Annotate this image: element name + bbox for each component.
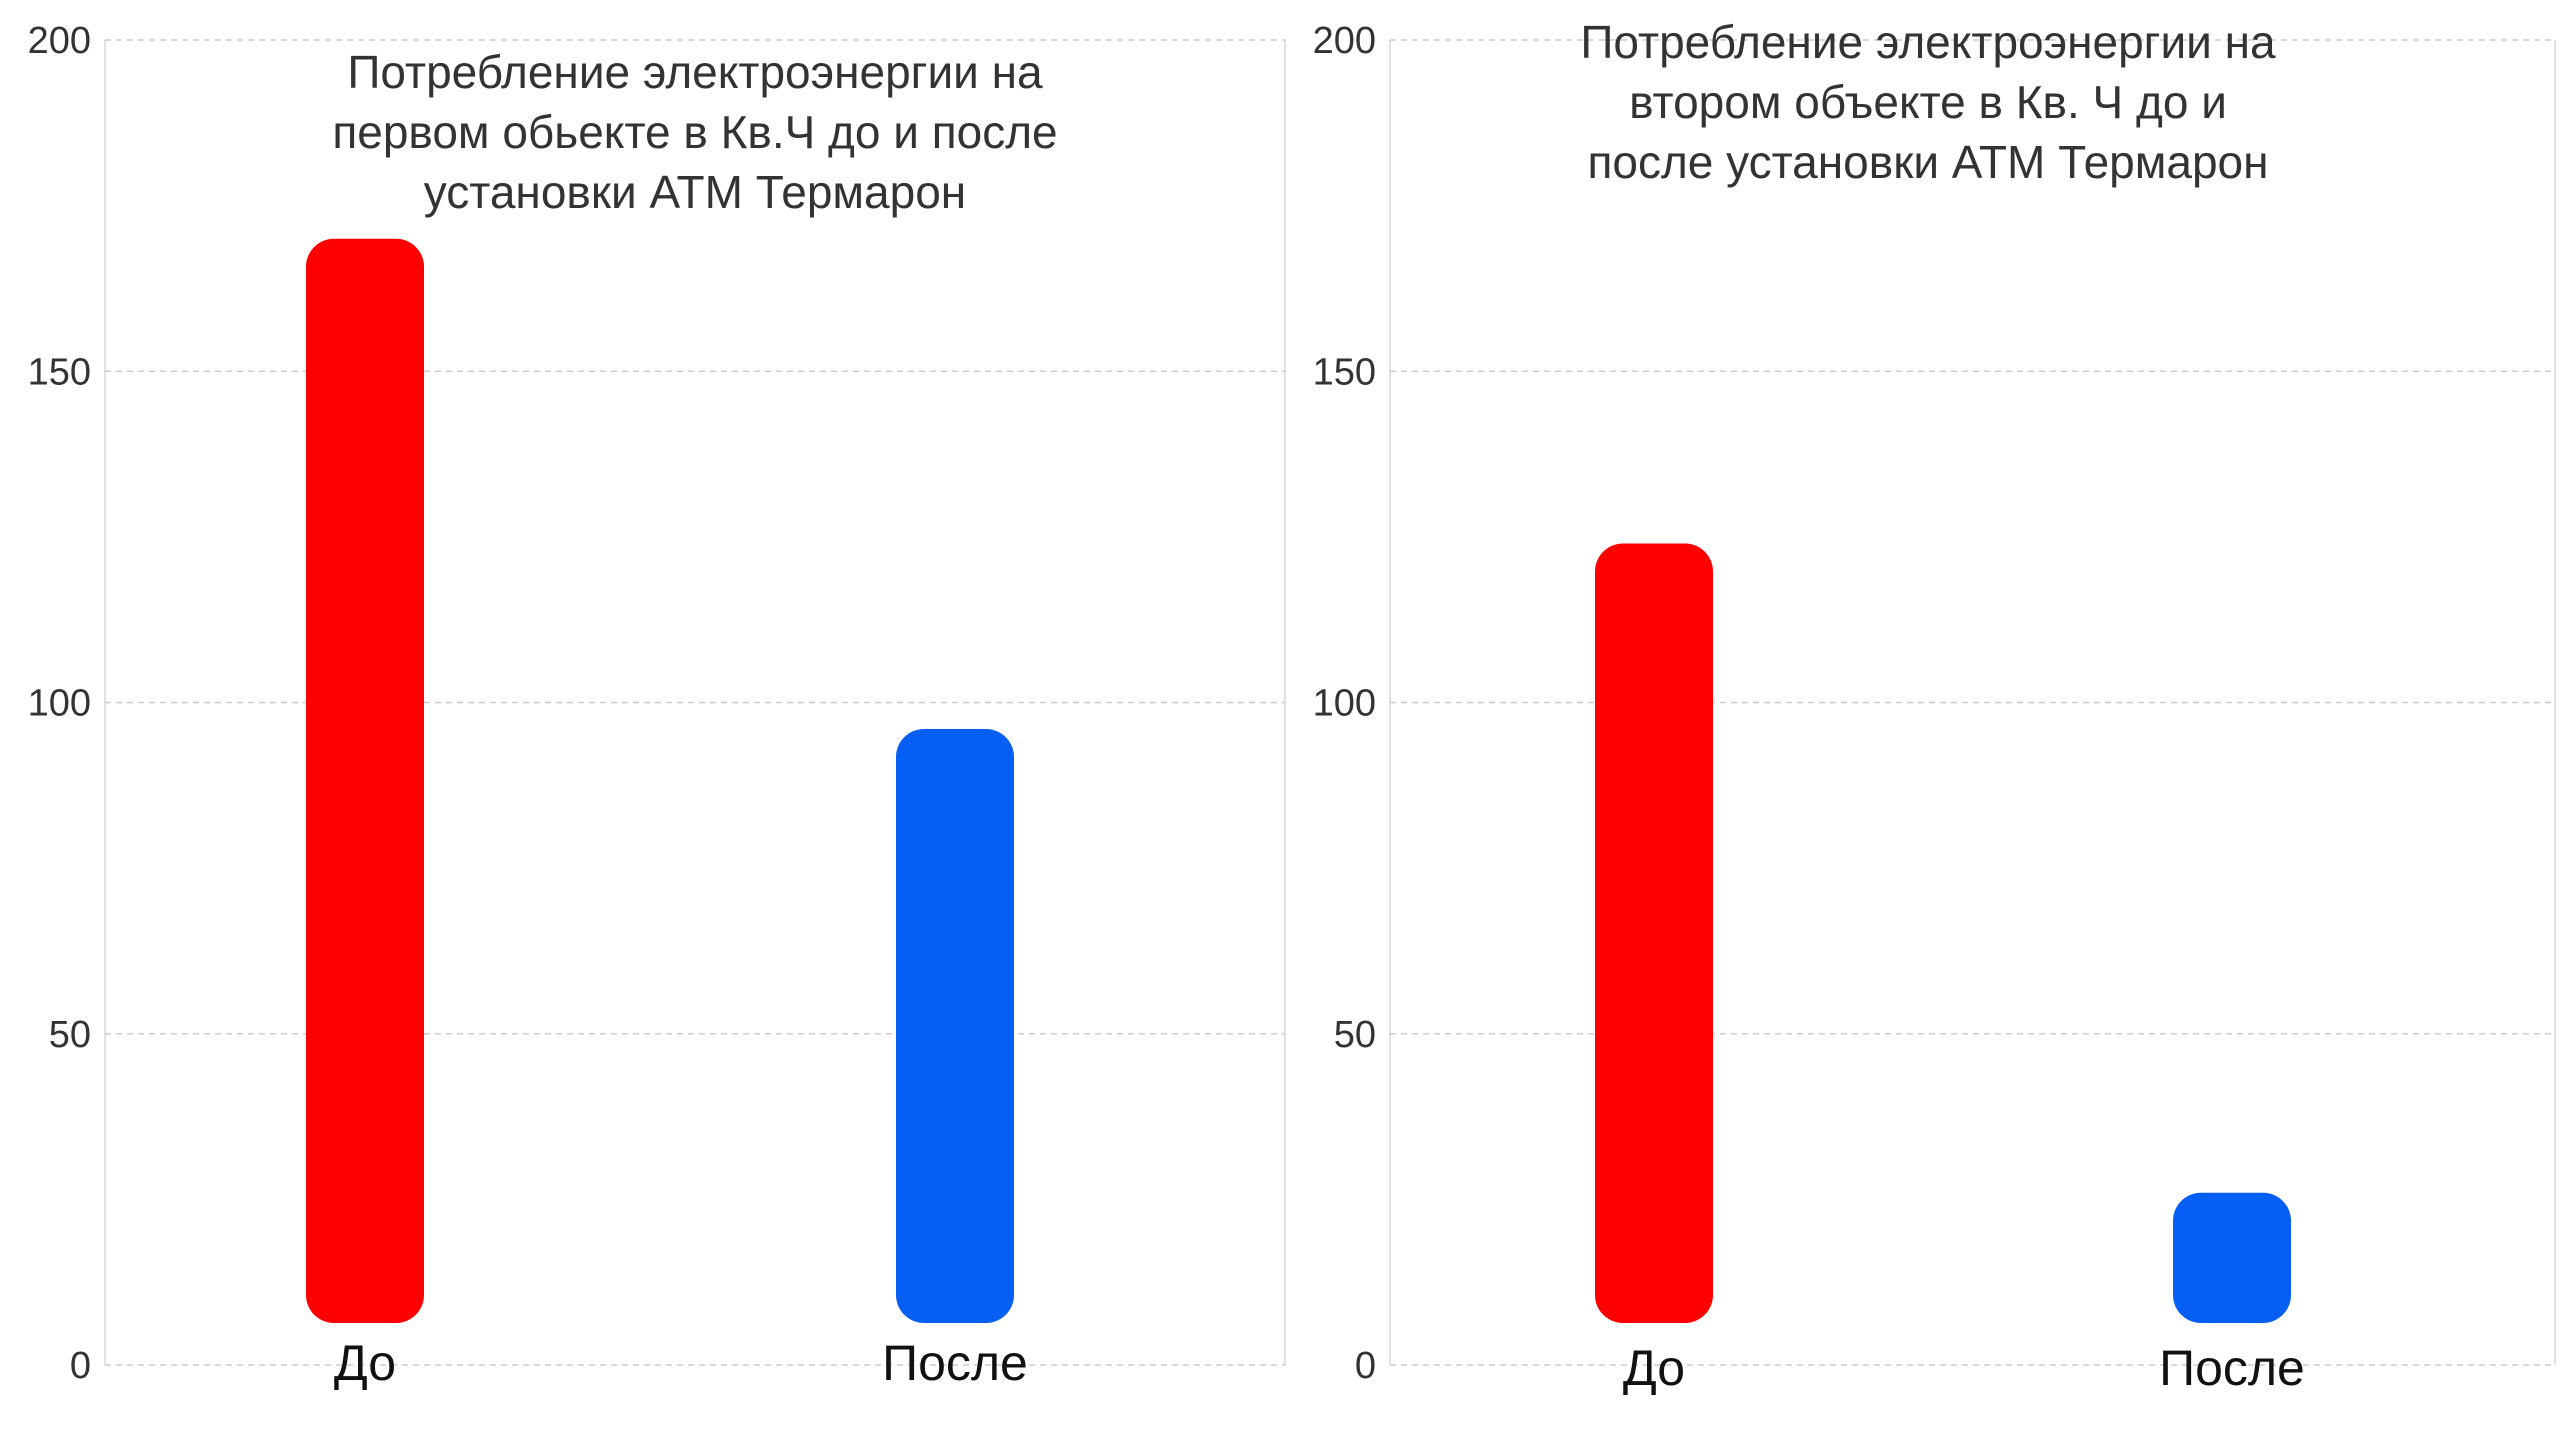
chart-title-line: после установки АТМ Термарон xyxy=(1587,136,2268,188)
y-tick-label: 0 xyxy=(1355,1345,1376,1387)
y-tick-label: 100 xyxy=(28,683,91,725)
y-tick-label: 50 xyxy=(1334,1014,1376,1056)
y-tick-label: 50 xyxy=(49,1014,91,1056)
chart-title-line: Потребление электроэнергии на xyxy=(1580,16,2276,68)
chart-title-line: первом обьекте в Кв.Ч до и после xyxy=(332,106,1057,158)
bar-after xyxy=(2173,1192,2291,1323)
bar-before xyxy=(1595,543,1713,1323)
category-label: После xyxy=(2159,1340,2305,1396)
category-label: До xyxy=(334,1335,396,1391)
y-tick-label: 150 xyxy=(1313,351,1376,393)
category-label: После xyxy=(882,1335,1028,1391)
chart-title-line: втором объекте в Кв. Ч до и xyxy=(1629,76,2227,128)
y-tick-label: 100 xyxy=(1313,683,1376,725)
bar-after xyxy=(896,729,1014,1323)
category-label: До xyxy=(1623,1340,1685,1396)
chart-title-line: установки АТМ Термарон xyxy=(424,166,966,218)
bar-before xyxy=(306,238,424,1323)
y-tick-label: 0 xyxy=(70,1345,91,1387)
chart-title-line: Потребление электроэнергии на xyxy=(347,46,1043,98)
y-tick-label: 150 xyxy=(28,351,91,393)
y-tick-label: 200 xyxy=(28,20,91,62)
chart-2: 0 50 100 150 200 До После Потребление электроэн… xyxy=(1313,16,2556,1396)
y-tick-label: 200 xyxy=(1313,20,1376,62)
chart-1: 0 50 100 150 200 До После Потребление электроэн… xyxy=(28,20,1286,1391)
